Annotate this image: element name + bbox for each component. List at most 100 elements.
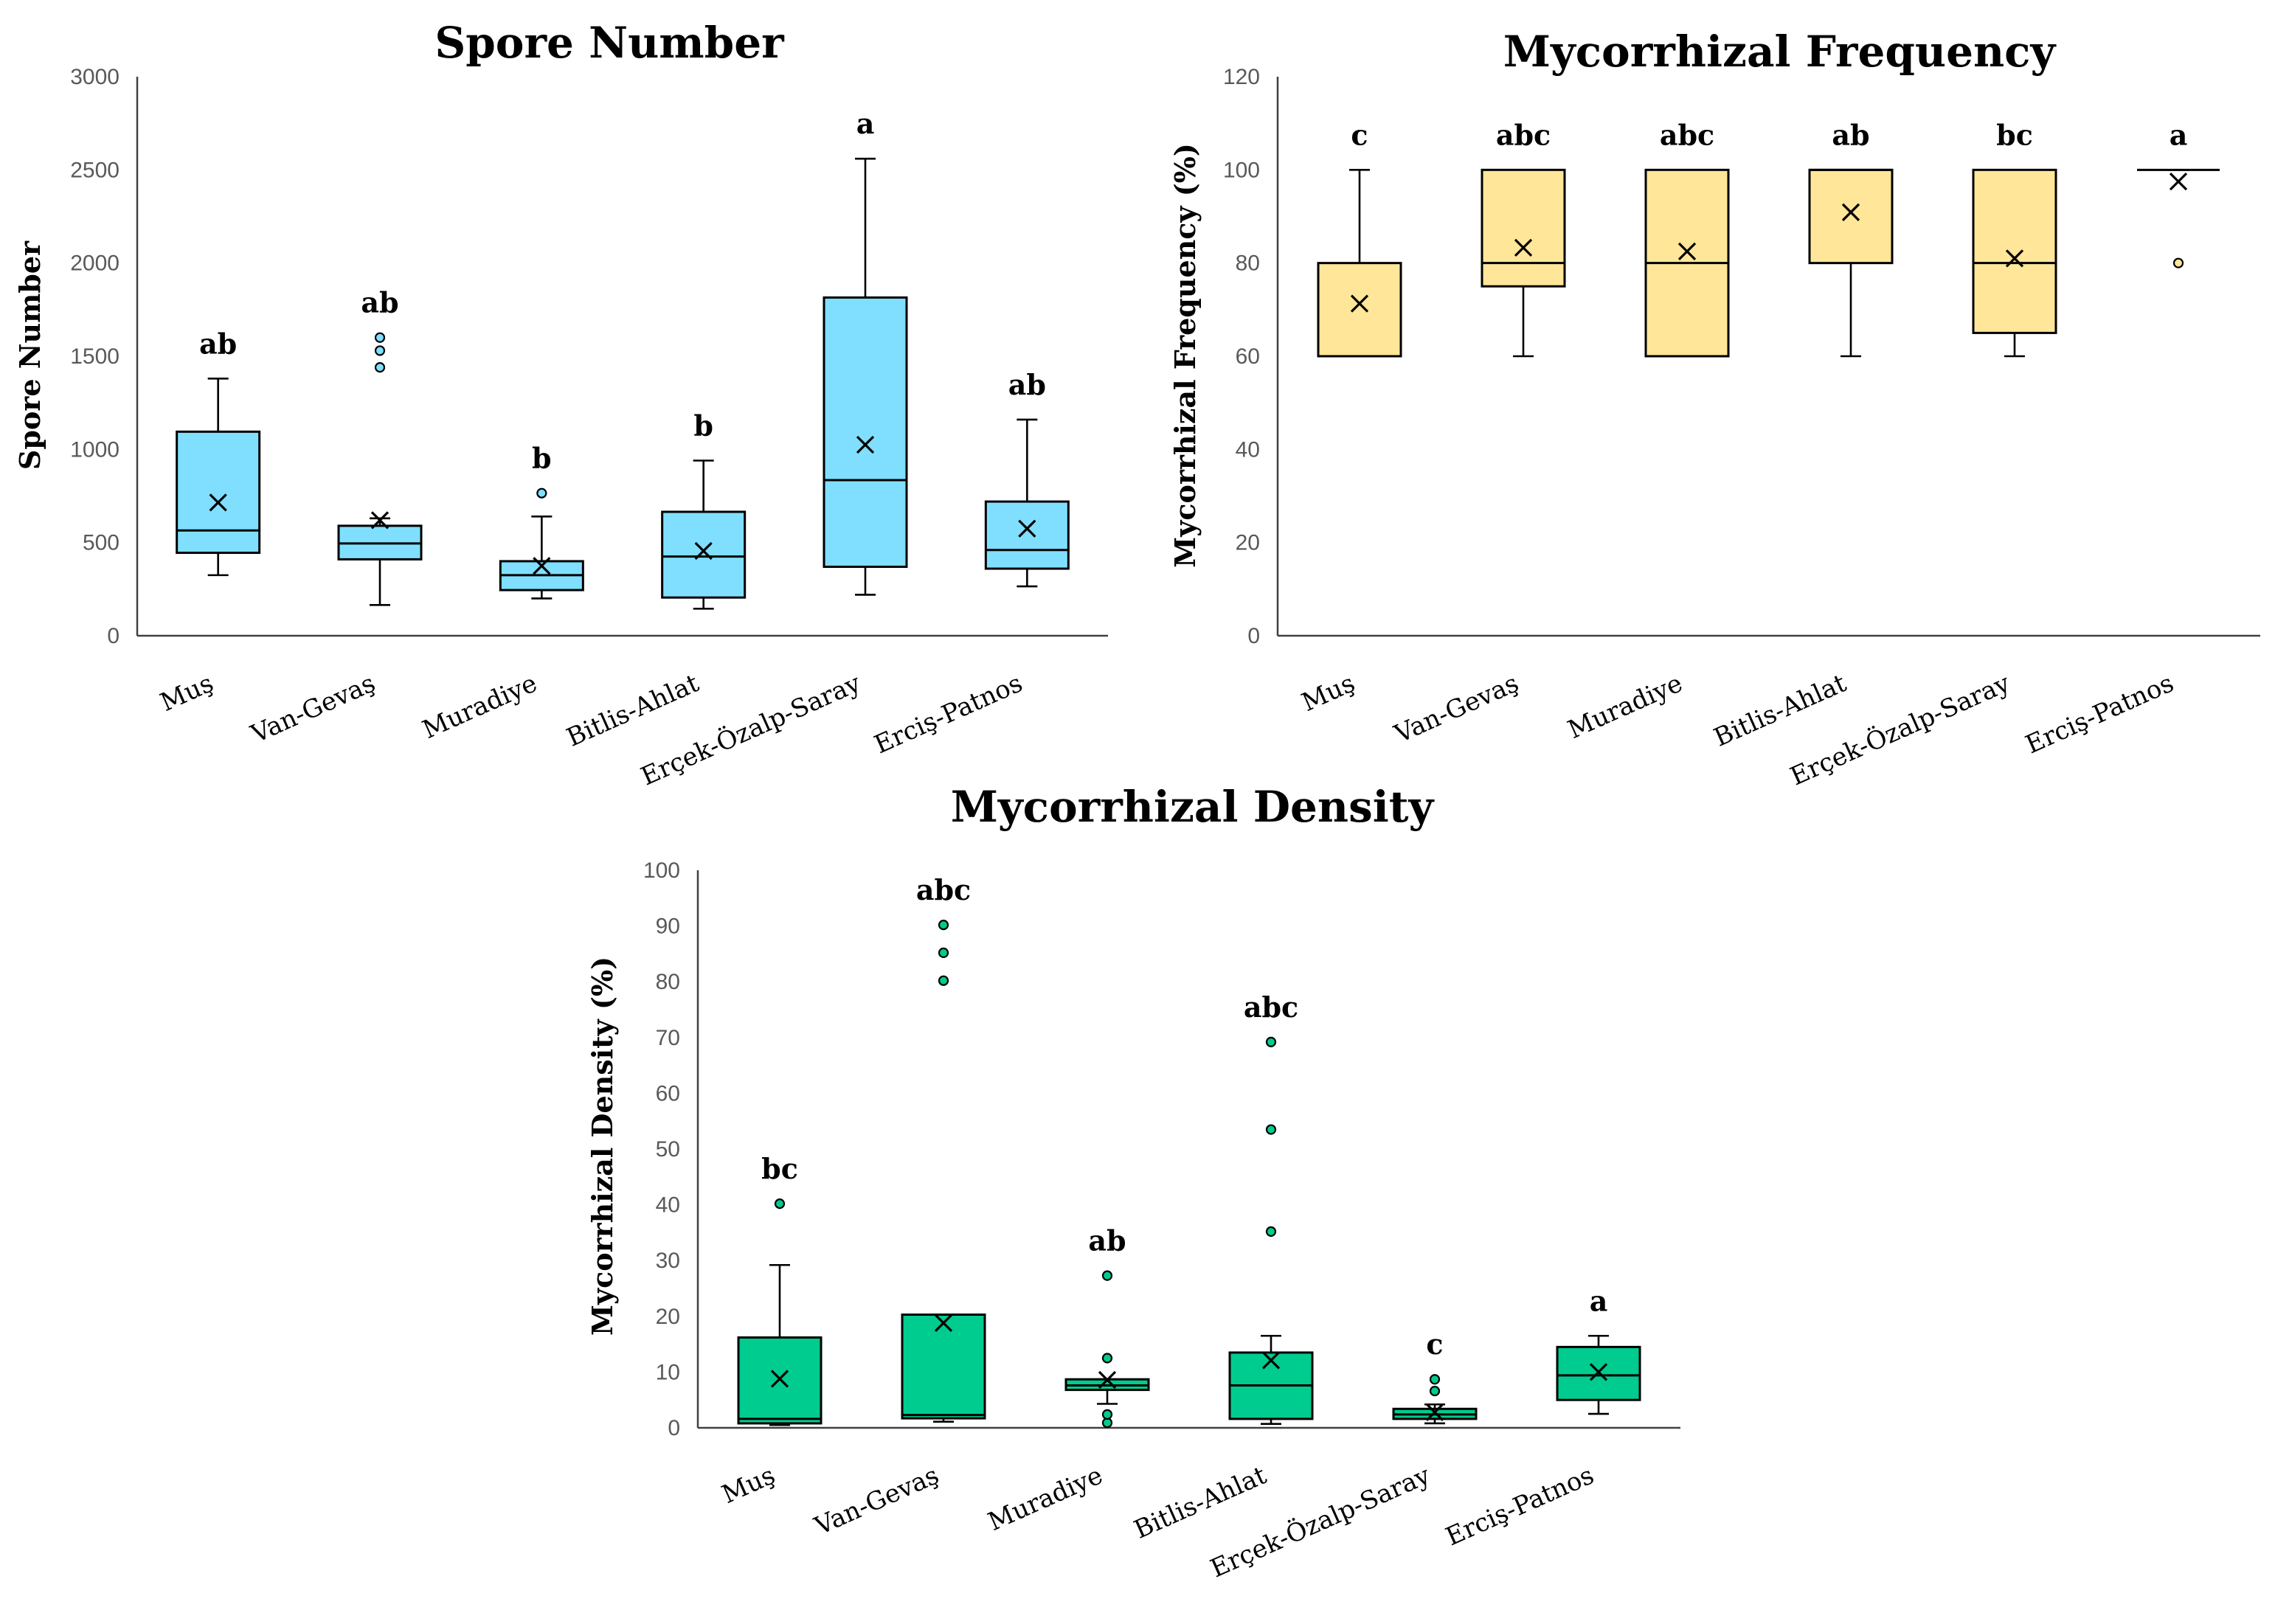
chart-title: Mycorrhizal Density [951,782,1436,832]
significance-letter: a [856,107,875,140]
significance-letter: ab [1008,368,1046,401]
outlier-point [1265,1124,1277,1135]
y-tick-label: 0 [1247,624,1260,648]
significance-letter: abc [1496,118,1551,151]
x-tick-label: Bitlis-Ahlat [1710,668,1851,753]
box-marks: ab ab b b a ab [176,107,1070,610]
mycorrhizal-frequency-chart: Mycorrhizal Frequency Mycorrhizal Freque… [1168,27,2260,792]
mean-marker [1350,294,1369,313]
y-tick-label: 1000 [70,437,120,462]
y-tick-label: 40 [656,1193,680,1218]
box-group: c [1392,1328,1478,1425]
outlier-point [774,1198,786,1210]
box-group: a [823,107,908,596]
outlier-point [938,919,949,931]
box-group: abc [901,873,986,1423]
y-tick-label: 90 [656,915,680,939]
mean-marker [2005,249,2024,268]
y-tick-label: 120 [1223,65,1260,89]
x-tick-label: Muş [718,1460,780,1510]
x-tick-label: Bitlis-Ahlat [562,668,703,753]
y-tick-label: 60 [656,1081,680,1106]
y-tick-label: 20 [656,1305,680,1329]
outlier-point [1429,1386,1441,1397]
significance-letter: c [1426,1328,1443,1361]
x-tick-label: Van-Gevaş [246,668,380,749]
x-tick-labels: Muş Van-Gevaş Muradiye Bitlis-AhlatErçek-Öz… [1298,667,2178,791]
significance-letter: c [1351,118,1368,151]
y-tick-label: 100 [643,858,680,883]
mean-marker [1425,1403,1444,1421]
iqr-box [737,1336,823,1425]
y-tick-label: 2000 [70,251,120,276]
iqr-box [1972,168,2057,334]
mean-marker [1677,242,1697,261]
outlier-point [1265,1226,1277,1237]
outlier-point [374,362,386,373]
mean-marker [1261,1351,1281,1370]
box-marks: c abc abc ab bc a [1317,118,2220,358]
x-tick-label: Muş [1298,668,1360,718]
box-group: ab [337,286,423,606]
iqr-box [1808,168,1894,265]
significance-letter: ab [1832,118,1869,151]
box-group: bc [1972,118,2057,358]
x-tick-label: Muradiye [1564,668,1687,745]
box-group: c [1317,118,1402,358]
box-group: ab [176,327,261,577]
significance-letter: ab [1088,1224,1126,1257]
outlier-point [374,345,386,356]
y-tick-label: 0 [107,624,120,648]
y-tick-label: 40 [1236,437,1260,462]
x-tick-labels: Muş Van-Gevaş Muradiye Bitlis-AhlatErçek-Öz… [718,1460,1599,1583]
iqr-box [901,1314,986,1420]
y-tick-label: 70 [656,1026,680,1050]
iqr-box [661,510,747,599]
iqr-box [1481,168,1566,288]
box-group: ab [1064,1224,1150,1429]
box-marks: bc abc ab abc c a [737,873,1641,1429]
x-tick-label: Van-Gevaş [810,1460,943,1541]
box-group: a [2137,118,2220,268]
y-tick-label: 80 [656,970,680,994]
x-tick-label: Erciş-Patnos [1441,1460,1599,1552]
box-group: abc [1481,118,1566,358]
significance-letter: b [693,409,713,442]
box-group: ab [984,368,1070,588]
x-tick-label: Muradiye [984,1460,1107,1537]
y-tick-label: 1500 [70,344,120,369]
box-group: b [499,442,584,600]
mean-marker [1098,1370,1117,1389]
iqr-box [1317,262,1402,358]
x-tick-label: Erciş-Patnos [2021,668,2178,760]
y-tick-label: 100 [1223,158,1260,182]
significance-letter: abc [1244,990,1298,1024]
y-tick-labels: 0 10 20 30 40 50 60 70 80 90 100 [643,858,680,1440]
significance-letter: ab [199,327,237,360]
mean-marker [2169,172,2188,191]
y-axis-label: Mycorrhizal Density (%) [586,957,619,1336]
y-axis-label: Mycorrhizal Frequency (%) [1168,143,1202,568]
box-group: abc [1644,118,1730,358]
significance-letter: a [1590,1284,1608,1317]
outlier-point [2172,257,2184,268]
box-group: a [1556,1284,1641,1415]
mycorrhizal-density-chart: Mycorrhizal Density Mycorrhizal Density … [586,782,1680,1584]
y-tick-label: 60 [1236,344,1260,369]
mean-marker [533,557,551,575]
y-tick-label: 20 [1236,531,1260,555]
x-tick-label: Muradiye [418,668,541,745]
mean-marker [856,435,875,454]
outlier-point [374,332,386,343]
box-group: bc [737,1152,823,1426]
outlier-point [1429,1374,1441,1385]
mean-marker [1589,1363,1608,1381]
iqr-box [176,430,261,555]
iqr-box [984,500,1070,570]
mean-marker [370,511,389,530]
x-tick-label: Van-Gevaş [1390,668,1523,749]
outlier-point [536,487,547,499]
y-tick-labels: 0 20 40 60 80 100 120 [1223,65,1260,648]
y-tick-label: 0 [668,1416,680,1440]
